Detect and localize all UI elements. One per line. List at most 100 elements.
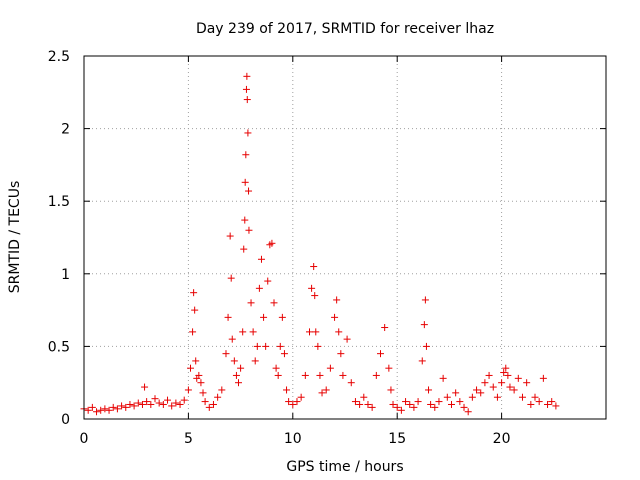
- data-point: [422, 342, 430, 350]
- data-point: [389, 400, 397, 408]
- data-point: [531, 393, 539, 401]
- data-point: [293, 398, 301, 406]
- data-point: [489, 383, 497, 391]
- x-tick-label: 15: [388, 431, 406, 447]
- data-point: [262, 342, 270, 350]
- y-tick-label: 2: [61, 122, 70, 138]
- chart-title: Day 239 of 2017, SRMTID for receiver lha…: [196, 21, 494, 37]
- data-point: [337, 350, 345, 358]
- data-point: [406, 400, 414, 408]
- data-point: [421, 296, 429, 304]
- data-point: [155, 399, 163, 407]
- data-point: [356, 400, 364, 408]
- data-point: [439, 374, 447, 382]
- data-point: [118, 402, 126, 410]
- data-point: [310, 263, 318, 271]
- data-point: [514, 374, 522, 382]
- data-point: [385, 364, 393, 372]
- data-point: [460, 403, 468, 411]
- y-tick-label: 0: [61, 412, 70, 428]
- data-point: [311, 292, 319, 300]
- data-point: [245, 226, 253, 234]
- data-point: [237, 364, 245, 372]
- data-point: [431, 403, 439, 411]
- data-point: [301, 371, 309, 379]
- data-point: [260, 313, 268, 321]
- data-point: [376, 350, 384, 358]
- data-point: [192, 357, 200, 365]
- data-point: [224, 313, 232, 321]
- data-point: [274, 371, 282, 379]
- x-axis-label: GPS time / hours: [286, 459, 403, 475]
- data-point: [443, 393, 451, 401]
- data-point: [176, 400, 184, 408]
- data-point: [164, 396, 172, 404]
- data-point: [364, 400, 372, 408]
- data-point: [372, 371, 380, 379]
- data-point: [343, 335, 351, 343]
- data-point: [306, 328, 314, 336]
- data-point: [435, 398, 443, 406]
- data-point: [244, 129, 252, 137]
- data-point: [97, 406, 105, 414]
- data-point: [189, 328, 197, 336]
- data-point: [381, 324, 389, 332]
- data-point: [278, 313, 286, 321]
- data-point: [242, 151, 250, 159]
- y-tick-label: 1: [61, 267, 70, 283]
- data-point: [280, 350, 288, 358]
- data-point: [199, 389, 207, 397]
- data-point: [452, 389, 460, 397]
- data-point: [318, 389, 326, 397]
- data-point: [264, 277, 272, 285]
- data-point: [326, 364, 334, 372]
- data-point: [180, 396, 188, 404]
- x-tick-label: 5: [184, 431, 193, 447]
- data-point: [523, 379, 531, 387]
- data-point: [414, 398, 422, 406]
- data-point: [539, 374, 547, 382]
- data-point: [333, 296, 341, 304]
- data-point: [101, 405, 109, 413]
- data-point: [222, 350, 230, 358]
- data-point: [518, 393, 526, 401]
- data-point: [93, 408, 101, 416]
- data-point: [368, 403, 376, 411]
- data-point: [147, 400, 155, 408]
- data-point: [205, 403, 213, 411]
- data-point: [506, 383, 514, 391]
- data-point: [214, 393, 222, 401]
- data-point: [360, 393, 368, 401]
- data-point: [227, 274, 235, 282]
- data-point: [477, 389, 485, 397]
- data-point: [245, 187, 253, 195]
- data-point: [493, 393, 501, 401]
- data-point: [420, 321, 428, 329]
- data-point: [253, 342, 261, 350]
- data-point: [255, 284, 263, 292]
- data-point: [126, 400, 134, 408]
- data-point: [159, 400, 167, 408]
- data-point: [427, 400, 435, 408]
- plot-frame: [83, 55, 607, 420]
- data-point: [230, 357, 238, 365]
- data-point: [397, 406, 405, 414]
- y-tick-label: 1.5: [48, 194, 70, 210]
- data-point: [393, 403, 401, 411]
- data-point: [418, 357, 426, 365]
- data-point: [84, 406, 92, 414]
- data-point: [510, 386, 518, 394]
- data-point: [138, 400, 146, 408]
- data-point: [276, 342, 284, 350]
- data-point: [243, 72, 251, 80]
- data-point: [425, 386, 433, 394]
- y-tick-label: 0.5: [48, 339, 70, 355]
- data-point: [308, 284, 316, 292]
- axis-ticks: 0 0.5 1 1.5 2 2.5 0 5 10 15 20: [48, 49, 606, 447]
- data-point: [134, 399, 142, 407]
- data-point: [151, 395, 159, 403]
- data-point: [283, 386, 291, 394]
- data-point: [387, 386, 395, 394]
- data-point: [270, 299, 278, 307]
- data-point: [548, 398, 556, 406]
